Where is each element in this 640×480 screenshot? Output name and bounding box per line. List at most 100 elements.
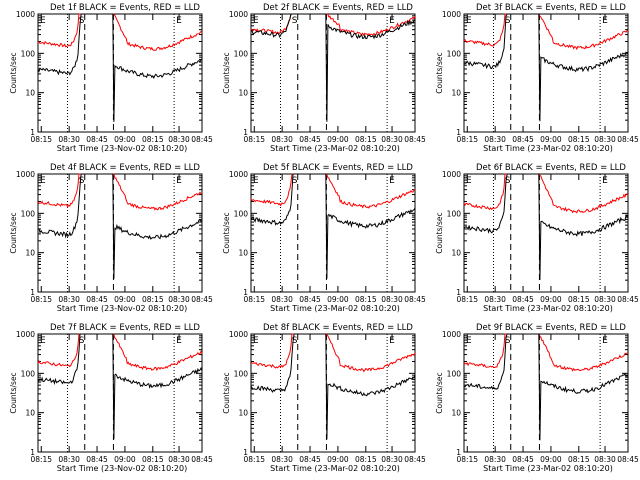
e-marker-left: E — [40, 16, 46, 26]
e-marker-right: E — [176, 336, 182, 346]
y-tick-label: 10 — [25, 409, 35, 418]
x-axis-label: Start Time (23-Mar-02 08:10:20) — [270, 144, 400, 153]
x-axis-label: Start Time (23-Mar-02 08:10:20) — [270, 304, 400, 313]
x-tick-label: 08:45 — [617, 455, 639, 464]
x-tick-label: 09:00 — [540, 455, 562, 464]
y-axis-label: Counts/sec — [9, 372, 18, 413]
x-tick-label: 08:15 — [243, 135, 265, 144]
plot-frame — [463, 333, 629, 453]
e-marker-right: E — [176, 176, 182, 186]
plot-frame — [37, 173, 203, 293]
y-tick-label: 100 — [447, 49, 462, 58]
x-axis-label: Start Time (23-Mar-02 08:10:20) — [483, 464, 613, 473]
y-tick-label: 1000 — [442, 10, 461, 19]
x-tick-label: 08:15 — [456, 295, 478, 304]
x-tick-label: 08:45 — [617, 135, 639, 144]
y-axis-label: Counts/sec — [222, 52, 231, 93]
lld-series-line — [463, 173, 629, 214]
s-marker: S — [292, 16, 298, 26]
x-tick-label: 08:30 — [594, 455, 616, 464]
x-tick-label: 08:45 — [512, 455, 534, 464]
x-tick-label: 08:45 — [512, 295, 534, 304]
x-tick-label: 08:30 — [484, 135, 506, 144]
x-tick-label: 08:30 — [381, 135, 403, 144]
e-marker-left: E — [253, 16, 259, 26]
x-tick-label: 08:30 — [594, 135, 616, 144]
x-tick-label: 08:30 — [58, 455, 80, 464]
panel-title: Det 7f BLACK = Events, RED = LLD — [50, 323, 200, 333]
x-tick-label: 08:15 — [355, 455, 377, 464]
e-marker-right: E — [602, 16, 608, 26]
x-tick-label: 08:45 — [404, 295, 426, 304]
panel-2: Det 2f BLACK = Events, RED = LLD 1 10 100 10… — [222, 3, 426, 153]
x-tick-label: 08:30 — [271, 135, 293, 144]
x-tick-label: 08:15 — [30, 455, 52, 464]
x-axis-label: Start Time (23-Nov-02 08:10:20) — [57, 144, 187, 153]
panel-title: Det 3f BLACK = Events, RED = LLD — [476, 3, 626, 13]
lld-series-line — [250, 333, 416, 373]
x-tick-label: 08:15 — [355, 135, 377, 144]
events-series-line — [463, 173, 629, 281]
s-marker: S — [505, 16, 511, 26]
y-tick-label: 100 — [21, 369, 36, 378]
x-tick-label: 08:30 — [484, 455, 506, 464]
plot-frame — [37, 333, 203, 453]
y-tick-label: 10 — [238, 409, 248, 418]
x-axis-label: Start Time (23-Nov-02 08:10:20) — [57, 304, 187, 313]
y-tick-label: 10 — [25, 89, 35, 98]
y-tick-label: 1 — [30, 128, 35, 137]
plot-frame — [250, 173, 416, 293]
panel-title: Det 5f BLACK = Events, RED = LLD — [263, 163, 413, 173]
x-axis-label: Start Time (23-Mar-02 08:10:20) — [483, 144, 613, 153]
y-tick-label: 1000 — [229, 330, 248, 339]
x-tick-label: 08:30 — [58, 135, 80, 144]
x-tick-label: 08:45 — [617, 295, 639, 304]
e-marker-right: E — [389, 176, 395, 186]
x-tick-label: 08:30 — [484, 295, 506, 304]
x-tick-label: 08:30 — [58, 295, 80, 304]
s-marker: S — [79, 16, 85, 26]
x-tick-label: 08:45 — [512, 135, 534, 144]
x-tick-label: 08:30 — [168, 295, 190, 304]
x-tick-label: 08:30 — [594, 295, 616, 304]
e-marker-left: E — [253, 176, 259, 186]
x-tick-label: 08:15 — [142, 135, 164, 144]
s-marker: S — [79, 336, 85, 346]
plot-frame — [250, 333, 416, 453]
y-tick-label: 10 — [451, 89, 461, 98]
y-axis-label: Counts/sec — [435, 372, 444, 413]
y-tick-label: 100 — [447, 209, 462, 218]
x-tick-label: 08:15 — [30, 295, 52, 304]
y-tick-label: 1 — [456, 128, 461, 137]
x-tick-label: 08:45 — [404, 135, 426, 144]
events-series-line — [250, 173, 416, 279]
x-tick-label: 08:15 — [568, 135, 590, 144]
y-tick-label: 1000 — [442, 170, 461, 179]
panel-title: Det 8f BLACK = Events, RED = LLD — [263, 323, 413, 333]
x-tick-label: 08:45 — [299, 295, 321, 304]
x-tick-label: 08:45 — [191, 295, 213, 304]
x-axis-label: Start Time (23-Mar-02 08:10:20) — [483, 304, 613, 313]
s-marker: S — [79, 176, 85, 186]
x-tick-label: 08:30 — [381, 295, 403, 304]
y-tick-label: 100 — [447, 369, 462, 378]
y-tick-label: 10 — [25, 249, 35, 258]
x-tick-label: 08:15 — [142, 295, 164, 304]
panel-1: Det 1f BLACK = Events, RED = LLD 1 10 100 10… — [9, 3, 213, 153]
y-tick-label: 1 — [243, 128, 248, 137]
y-tick-label: 10 — [238, 249, 248, 258]
y-tick-label: 100 — [234, 369, 249, 378]
y-tick-label: 1000 — [442, 330, 461, 339]
events-series-line — [37, 333, 203, 440]
y-tick-label: 1 — [456, 448, 461, 457]
y-tick-label: 1000 — [229, 10, 248, 19]
e-marker-right: E — [602, 176, 608, 186]
y-tick-label: 1000 — [16, 330, 35, 339]
x-tick-label: 09:00 — [540, 295, 562, 304]
lld-series-line — [250, 173, 416, 209]
y-tick-label: 10 — [238, 89, 248, 98]
panel-title: Det 1f BLACK = Events, RED = LLD — [50, 3, 200, 13]
panel-8: Det 8f BLACK = Events, RED = LLD 1 10 100 10… — [222, 323, 426, 473]
y-axis-label: Counts/sec — [435, 212, 444, 253]
